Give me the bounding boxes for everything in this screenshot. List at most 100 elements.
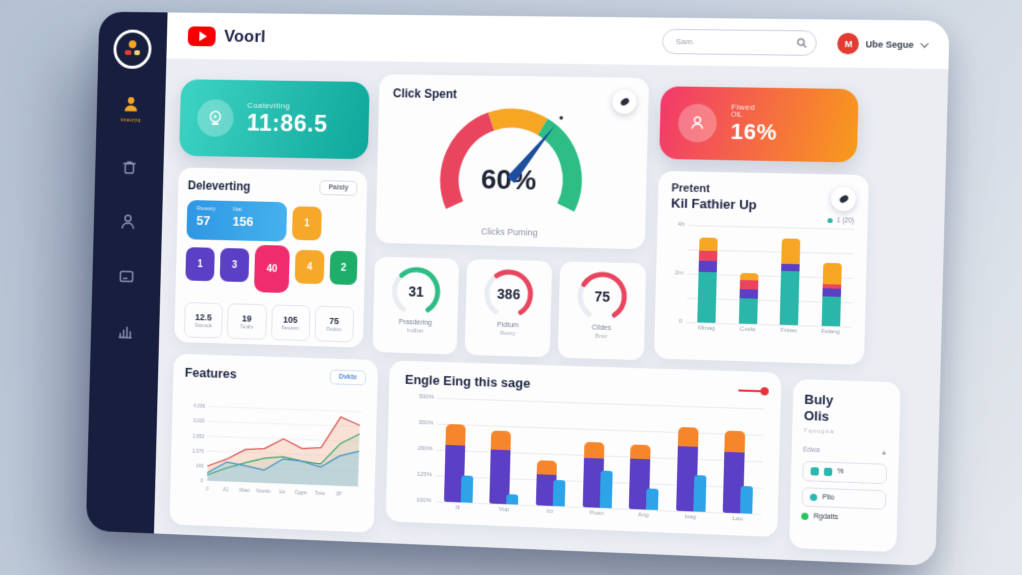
svg-text:31: 31 xyxy=(408,283,424,299)
sort-ascending-icon[interactable]: ▲ xyxy=(880,448,888,457)
svg-text:60%: 60% xyxy=(481,163,538,195)
dot-icon xyxy=(809,493,818,501)
mini-gauge-card: 31 Prasdering Indbar xyxy=(372,256,460,355)
bar-segment xyxy=(739,279,759,291)
stat-box: 105 Resurem xyxy=(270,304,311,342)
tile-label: Rwesty xyxy=(196,206,216,213)
sidebar-item-user[interactable]: tmaurpq xyxy=(120,94,142,124)
x-axis-label: Covla xyxy=(739,326,756,334)
bar-blue xyxy=(460,475,474,503)
sidebar-item-person[interactable] xyxy=(117,211,138,233)
youtube-logo-icon xyxy=(187,25,216,46)
svg-text:Tova: Tova xyxy=(315,490,325,496)
pretent-legend: 1 (20) xyxy=(671,214,854,225)
sidebar-item-bar-chart[interactable] xyxy=(114,321,135,343)
bar-group xyxy=(620,404,670,511)
bean-icon xyxy=(837,193,850,205)
stat-value: 19 xyxy=(241,313,252,324)
bar-group xyxy=(527,401,576,507)
app-logo[interactable] xyxy=(113,29,152,70)
search-input[interactable] xyxy=(675,36,797,48)
buly-column-header: Edwa xyxy=(802,446,820,454)
bar-segment xyxy=(821,296,841,327)
avatar[interactable]: M xyxy=(837,32,860,55)
trend-line-icon xyxy=(738,388,765,392)
bar-segment xyxy=(781,237,801,264)
mini-gauge-label: Prasdering xyxy=(398,318,432,327)
search-icon[interactable] xyxy=(797,37,809,48)
stat-label: Toudru xyxy=(240,324,254,330)
bar-segment xyxy=(738,298,758,325)
bar-segment xyxy=(698,260,718,273)
svg-text:75: 75 xyxy=(594,288,610,305)
mini-gauge-label: Cildes xyxy=(591,324,612,333)
metric-value: 11:86.5 xyxy=(246,109,328,138)
stat-label: Resurem xyxy=(281,325,300,331)
tile-label: Nat xyxy=(232,206,242,214)
svg-text:Mast: Mast xyxy=(239,488,250,494)
stat-box: 12.5 Starunde xyxy=(183,302,224,339)
sidebar-item-trash[interactable] xyxy=(119,157,140,179)
x-axis-label: Icr xyxy=(546,508,554,516)
pretent-card: Pretent Kil Fathier Up 1 (20) 4h 2m 0 Mmag… xyxy=(653,170,869,365)
x-axis-label: Frswo xyxy=(780,327,798,335)
mosaic-tile: 2 xyxy=(329,250,358,286)
buly-item-label: Pilo xyxy=(822,493,835,502)
mosaic-tile: 40 xyxy=(253,244,290,294)
person-badge-icon xyxy=(677,103,718,143)
bar-group xyxy=(667,405,717,512)
user-menu[interactable]: M Ube Segue xyxy=(837,32,929,56)
deleverting-filter-button[interactable]: Paisty xyxy=(319,180,358,196)
x-axis-label: Vup xyxy=(498,506,510,514)
buly-list-item[interactable]: Pilo xyxy=(801,486,887,510)
x-axis-label: Felang xyxy=(820,328,840,336)
dot-icon xyxy=(801,512,809,520)
features-filter-button[interactable]: Dvkte xyxy=(329,369,367,386)
bar-segment xyxy=(699,237,718,252)
svg-text:Cggre: Cggre xyxy=(294,490,307,496)
stacked-bar xyxy=(738,273,759,325)
svg-text:1,570: 1,570 xyxy=(192,448,204,454)
mini-gauge-card: 75 Cildes Bnur xyxy=(557,261,647,361)
buly-list-item[interactable]: % xyxy=(802,460,888,484)
bar-group xyxy=(435,398,484,503)
mini-gauge-labels: Cildes Bnur xyxy=(591,323,612,341)
buly-list: % Pilo Rgdatts xyxy=(801,460,888,522)
sidebar-item-monitor[interactable] xyxy=(116,266,137,288)
stacked-bar xyxy=(697,237,718,323)
bar-group xyxy=(481,399,530,505)
deleverting-stats-row: 12.5 Starunde 19 Toudru 105 Resurem 75 Findoro xyxy=(183,302,355,343)
stacked-bar xyxy=(779,237,801,326)
search-box[interactable] xyxy=(662,28,818,56)
buly-list-item[interactable]: Rgdatts xyxy=(801,512,886,522)
bar-segment-orange xyxy=(583,441,604,459)
x-axis-label: Ang xyxy=(637,512,649,519)
page-background: tmaurpq Voorl M Ube Segue xyxy=(78,11,950,567)
chevron-down-icon[interactable] xyxy=(920,38,929,48)
y-axis-tick: 125% xyxy=(416,471,432,479)
y-axis-tick: 100% xyxy=(416,497,432,505)
play-badge-icon xyxy=(196,99,235,138)
teal-square-icon xyxy=(810,466,819,476)
bars-row xyxy=(435,398,764,514)
engle-bar-chart: 500% 300% 200% 125% 100% xyxy=(416,394,765,516)
pretent-chart: 4h 2m 0 xyxy=(675,222,855,328)
y-axis-tick: 0 xyxy=(678,318,683,325)
sidebar-nav: tmaurpq xyxy=(114,94,141,343)
svg-text:Nouslo: Nouslo xyxy=(256,488,271,495)
legend-dot-icon xyxy=(827,218,833,224)
bar-group xyxy=(714,407,764,514)
mini-gauge-labels: Pidtum Revry xyxy=(497,321,519,339)
engle-title: Engle Eing this sage xyxy=(404,371,531,391)
brand: Voorl xyxy=(187,25,266,47)
bar-blue xyxy=(599,470,613,509)
buly-subtitle: Tqsugsa xyxy=(803,427,835,435)
x-axis-label: Puan xyxy=(589,510,604,517)
bar-blue xyxy=(692,474,707,512)
bar-blue xyxy=(645,488,659,511)
y-axis-tick: 4h xyxy=(677,221,685,229)
main-panel: Voorl M Ube Segue xyxy=(153,12,950,567)
orange-metric-card: Fiwed OiL 16% xyxy=(659,86,859,163)
logo-dot xyxy=(134,50,141,56)
tile-value: 156 xyxy=(232,213,254,230)
